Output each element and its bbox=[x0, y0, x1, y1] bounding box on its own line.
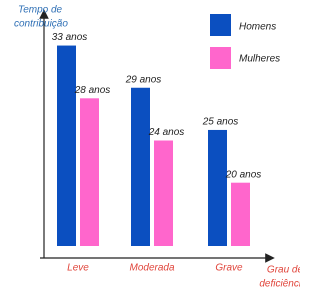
bar bbox=[131, 87, 150, 246]
legend-swatch bbox=[210, 47, 231, 69]
bar bbox=[231, 182, 250, 246]
x-tick-label: Moderada bbox=[129, 263, 174, 274]
value-label: 29 anos bbox=[125, 74, 162, 85]
y-axis-title: Tempo de bbox=[18, 5, 63, 16]
value-label: 33 anos bbox=[52, 32, 88, 43]
legend-label: Homens bbox=[239, 22, 276, 33]
value-label: 25 anos bbox=[202, 117, 239, 128]
x-axis-title: deficiência bbox=[259, 279, 300, 290]
bar bbox=[57, 45, 76, 246]
x-tick-label: Leve bbox=[67, 263, 89, 274]
value-label: 28 anos bbox=[74, 85, 111, 96]
legend-swatch bbox=[210, 14, 231, 36]
value-label: 20 anos bbox=[225, 169, 262, 180]
x-tick-label: Grave bbox=[215, 263, 243, 274]
bar bbox=[208, 129, 227, 246]
legend-label: Mulheres bbox=[239, 54, 280, 65]
value-label: 24 anos bbox=[148, 127, 185, 138]
chart: Tempo de contribuição Grau de deficiênci… bbox=[14, 5, 300, 290]
y-axis-title: contribuição bbox=[14, 19, 68, 30]
x-axis-title: Grau de bbox=[267, 265, 300, 276]
bar bbox=[80, 98, 99, 246]
bar bbox=[154, 140, 173, 246]
